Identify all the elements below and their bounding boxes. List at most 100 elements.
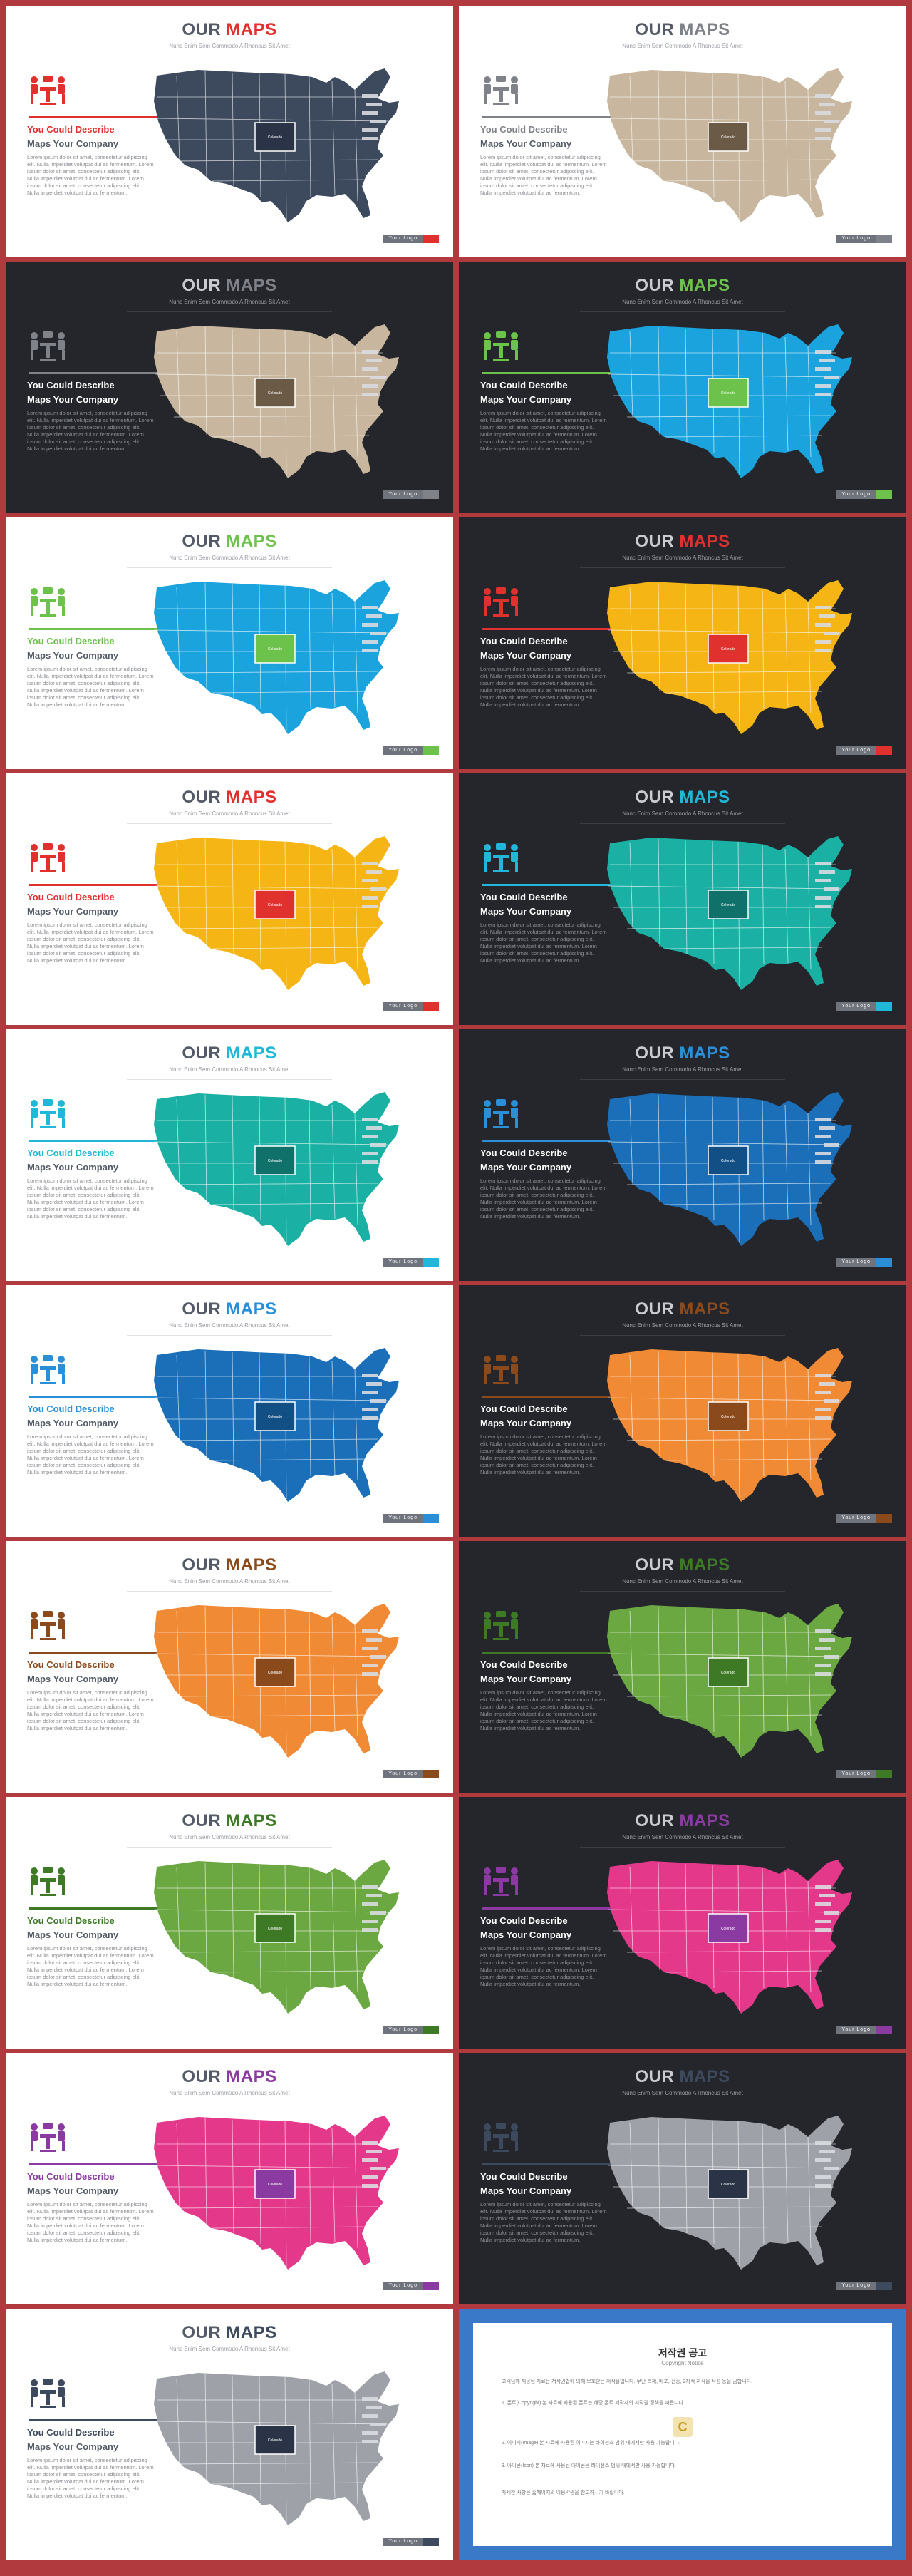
slide-title: OUR MAPS [182, 788, 277, 807]
slide-subtitle: Nunc Enim Sem Commodo A Rhoncus Sit Amet [169, 1066, 290, 1073]
footer-logo-label: Your Logo [836, 1770, 876, 1778]
slide-thumbnail[interactable]: OUR MAPS Nunc Enim Sem Commodo A Rhoncus… [6, 2053, 453, 2304]
usa-map: Colorado [154, 580, 399, 734]
footer-logo-label: Your Logo [836, 746, 876, 755]
marker-label: Colorado [268, 2183, 283, 2187]
body-text: Lorem ipsum dolor sit amet, consectetur … [27, 410, 154, 452]
heading-primary: You Could Describe [480, 636, 568, 646]
slide-thumbnail[interactable]: OUR MAPS Nunc Enim Sem Commodo A Rhoncus… [6, 773, 453, 1025]
slide-thumbnail[interactable]: OUR MAPS Nunc Enim Sem Commodo A Rhoncus… [459, 773, 906, 1025]
connector-line [482, 116, 695, 118]
heading-secondary: Maps Your Company [27, 2441, 119, 2452]
connector-line [482, 1396, 695, 1398]
notice-subtitle: Copyright Notice [661, 2360, 704, 2366]
heading-primary: You Could Describe [27, 1659, 115, 1670]
connector-line [482, 372, 695, 374]
copyright-notice-slide[interactable]: 저작권 공고 Copyright Notice 고객님께 제공된 자료는 저작권법에… [459, 2309, 906, 2560]
heading-secondary: Maps Your Company [480, 1674, 572, 1684]
slide-thumbnail[interactable]: OUR MAPS Nunc Enim Sem Commodo A Rhoncus… [6, 1285, 453, 1537]
meeting-people-icon [31, 76, 65, 105]
heading-secondary: Maps Your Company [27, 1162, 119, 1173]
body-text: Lorem ipsum dolor sit amet, consectetur … [27, 2201, 154, 2243]
marker-label: Colorado [268, 1671, 283, 1675]
slide-thumbnail[interactable]: OUR MAPS Nunc Enim Sem Commodo A Rhoncus… [6, 262, 453, 513]
footer-accent [423, 746, 439, 755]
slide-footer: Your Logo [836, 1002, 892, 1011]
heading-primary: You Could Describe [27, 1148, 115, 1158]
connector-line [28, 1907, 242, 1910]
slide-thumbnail[interactable]: OUR MAPS Nunc Enim Sem Commodo A Rhoncus… [6, 1029, 453, 1281]
slide-subtitle: Nunc Enim Sem Commodo A Rhoncus Sit Amet [169, 2346, 290, 2352]
slide-thumbnail[interactable]: OUR MAPS Nunc Enim Sem Commodo A Rhoncus… [459, 2053, 906, 2304]
slide-footer: Your Logo [836, 1514, 892, 1523]
slide-footer: Your Logo [383, 1258, 439, 1267]
slide-footer: Your Logo [383, 746, 439, 755]
slide-subtitle: Nunc Enim Sem Commodo A Rhoncus Sit Amet [169, 1578, 290, 1585]
meeting-people-icon [31, 2123, 65, 2152]
slide-subtitle: Nunc Enim Sem Commodo A Rhoncus Sit Amet [622, 299, 743, 305]
heading-primary: You Could Describe [27, 2171, 115, 2182]
marker-label: Colorado [721, 1927, 736, 1931]
footer-logo-label: Your Logo [383, 1514, 423, 1523]
body-text: Lorem ipsum dolor sit amet, consectetur … [27, 2457, 154, 2499]
usa-map: Colorado [607, 2116, 852, 2270]
usa-map: Colorado [154, 836, 399, 990]
usa-map: Colorado [154, 1860, 399, 2014]
slide-title: OUR MAPS [182, 532, 277, 551]
marker-label: Colorado [268, 647, 283, 651]
meeting-people-icon [484, 1611, 518, 1640]
meeting-people-icon [31, 2379, 65, 2408]
slide-thumbnail[interactable]: OUR MAPS Nunc Enim Sem Commodo A Rhoncus… [459, 517, 906, 769]
footer-accent [876, 746, 892, 755]
body-text: Lorem ipsum dolor sit amet, consectetur … [27, 666, 154, 708]
slide-thumbnail[interactable]: OUR MAPS Nunc Enim Sem Commodo A Rhoncus… [459, 1285, 906, 1537]
slide-footer: Your Logo [836, 746, 892, 755]
slide-thumbnail[interactable]: OUR MAPS Nunc Enim Sem Commodo A Rhoncus… [6, 1797, 453, 2049]
meeting-people-icon [31, 1867, 65, 1896]
divider [127, 1847, 332, 1848]
body-text: Lorem ipsum dolor sit amet, consectetur … [480, 2201, 607, 2243]
heading-primary: You Could Describe [480, 892, 568, 902]
marker-label: Colorado [721, 1415, 736, 1419]
meeting-people-icon [31, 1611, 65, 1640]
meeting-people-icon [484, 331, 518, 361]
slide-thumbnail[interactable]: OUR MAPS Nunc Enim Sem Commodo A Rhoncus… [6, 517, 453, 769]
footer-accent [423, 1002, 439, 1011]
usa-map: Colorado [154, 1604, 399, 1758]
marker-label: Colorado [268, 1159, 283, 1163]
footer-logo-label: Your Logo [383, 2026, 423, 2034]
slide-thumbnail[interactable]: OUR MAPS Nunc Enim Sem Commodo A Rhoncus… [6, 1541, 453, 1793]
notice-paragraph: 2. 이미지(Image) 본 자료에 사용된 이미지는 라이선스 범위 내에서… [502, 2441, 680, 2446]
slide-footer: Your Logo [383, 1770, 439, 1778]
footer-accent [876, 490, 892, 499]
body-text: Lorem ipsum dolor sit amet, consectetur … [27, 1689, 154, 1731]
footer-accent [423, 490, 439, 499]
slide-title: OUR MAPS [635, 1299, 730, 1319]
connector-line [28, 884, 242, 886]
footer-accent [423, 2538, 439, 2546]
notice-paragraph: 3. 아이콘(Icon) 본 자료에 사용된 아이콘은 라이선스 범위 내에서만… [502, 2463, 676, 2468]
slide-thumbnail[interactable]: OUR MAPS Nunc Enim Sem Commodo A Rhoncus… [459, 1797, 906, 2049]
slide-subtitle: Nunc Enim Sem Commodo A Rhoncus Sit Amet [622, 1322, 743, 1329]
slide-thumbnail[interactable]: OUR MAPS Nunc Enim Sem Commodo A Rhoncus… [6, 6, 453, 257]
slide-footer: Your Logo [383, 2538, 439, 2546]
slide-thumbnail[interactable]: OUR MAPS Nunc Enim Sem Commodo A Rhoncus… [459, 6, 906, 257]
slide-thumbnail[interactable]: OUR MAPS Nunc Enim Sem Commodo A Rhoncus… [6, 2309, 453, 2560]
meeting-people-icon [484, 1867, 518, 1896]
usa-map: Colorado [607, 1860, 852, 2014]
heading-secondary: Maps Your Company [480, 906, 572, 917]
slide-thumbnail[interactable]: OUR MAPS Nunc Enim Sem Commodo A Rhoncus… [459, 262, 906, 513]
marker-label: Colorado [721, 1159, 736, 1163]
heading-secondary: Maps Your Company [27, 138, 119, 149]
slide-thumbnail[interactable]: OUR MAPS Nunc Enim Sem Commodo A Rhoncus… [459, 1541, 906, 1793]
connector-line [482, 2163, 695, 2165]
slide-thumbnail[interactable]: OUR MAPS Nunc Enim Sem Commodo A Rhoncus… [459, 1029, 906, 1281]
connector-line [28, 372, 242, 374]
slide-subtitle: Nunc Enim Sem Commodo A Rhoncus Sit Amet [622, 810, 743, 817]
meeting-people-icon [484, 1099, 518, 1128]
meeting-people-icon [484, 2123, 518, 2152]
heading-secondary: Maps Your Company [480, 1162, 572, 1173]
body-text: Lorem ipsum dolor sit amet, consectetur … [27, 154, 154, 196]
divider [127, 311, 332, 312]
slide-footer: Your Logo [836, 235, 892, 243]
